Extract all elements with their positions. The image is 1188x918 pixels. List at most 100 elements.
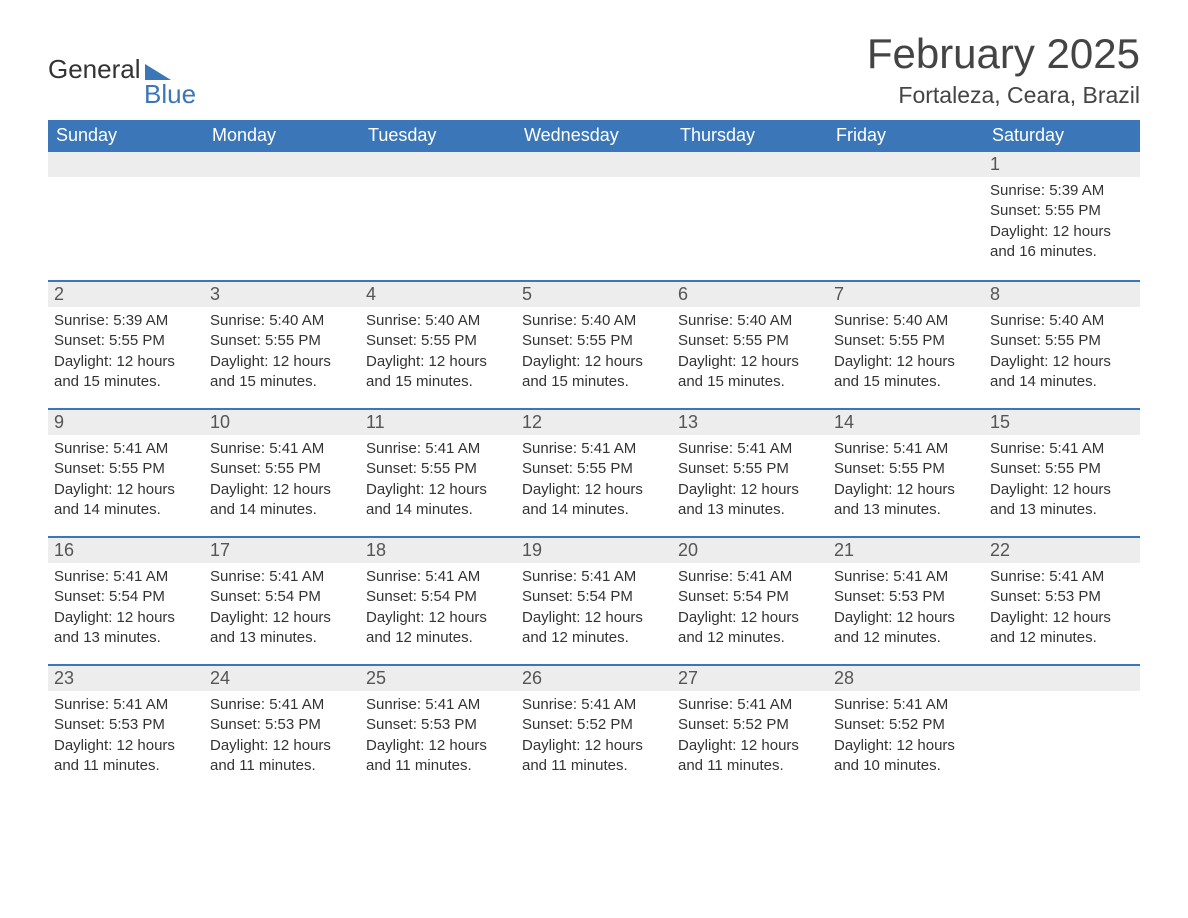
sunset-line: Sunset: 5:53 PM	[210, 715, 354, 735]
day-details: Sunrise: 5:41 AMSunset: 5:52 PMDaylight:…	[828, 691, 984, 782]
calendar-week: 1 Sunrise: 5:39 AMSunset: 5:55 PMDaylight…	[48, 152, 1140, 280]
calendar-cell: 2Sunrise: 5:39 AMSunset: 5:55 PMDaylight…	[48, 280, 204, 408]
day-number: 5	[516, 280, 672, 307]
sunrise-line: Sunrise: 5:41 AM	[210, 695, 354, 715]
daylight-line: Daylight: 12 hours and 15 minutes.	[834, 352, 978, 393]
day-details: Sunrise: 5:41 AMSunset: 5:53 PMDaylight:…	[828, 563, 984, 654]
day-number: 27	[672, 664, 828, 691]
sunset-line: Sunset: 5:55 PM	[210, 459, 354, 479]
calendar-cell: 18Sunrise: 5:41 AMSunset: 5:54 PMDayligh…	[360, 536, 516, 664]
sunset-line: Sunset: 5:55 PM	[834, 459, 978, 479]
day-number: 8	[984, 280, 1140, 307]
sunrise-line: Sunrise: 5:40 AM	[210, 311, 354, 331]
sunrise-line: Sunrise: 5:41 AM	[522, 567, 666, 587]
sunset-line: Sunset: 5:53 PM	[834, 587, 978, 607]
day-details: Sunrise: 5:41 AMSunset: 5:55 PMDaylight:…	[48, 435, 204, 526]
daylight-line: Daylight: 12 hours and 13 minutes.	[210, 608, 354, 649]
daylight-line: Daylight: 12 hours and 11 minutes.	[522, 736, 666, 777]
sunrise-line: Sunrise: 5:41 AM	[522, 439, 666, 459]
calendar-cell: 20Sunrise: 5:41 AMSunset: 5:54 PMDayligh…	[672, 536, 828, 664]
daylight-line: Daylight: 12 hours and 15 minutes.	[678, 352, 822, 393]
sunset-line: Sunset: 5:53 PM	[990, 587, 1134, 607]
calendar-cell: 23Sunrise: 5:41 AMSunset: 5:53 PMDayligh…	[48, 664, 204, 792]
sunset-line: Sunset: 5:55 PM	[990, 201, 1134, 221]
calendar-cell	[516, 152, 672, 280]
day-number: 18	[360, 536, 516, 563]
sunset-line: Sunset: 5:55 PM	[54, 331, 198, 351]
sunset-line: Sunset: 5:55 PM	[366, 331, 510, 351]
calendar-cell	[204, 152, 360, 280]
sunset-line: Sunset: 5:53 PM	[366, 715, 510, 735]
calendar-table: Sunday Monday Tuesday Wednesday Thursday…	[48, 120, 1140, 792]
sunset-line: Sunset: 5:54 PM	[54, 587, 198, 607]
sunrise-line: Sunrise: 5:39 AM	[54, 311, 198, 331]
day-number: 10	[204, 408, 360, 435]
day-number	[204, 152, 360, 177]
day-number	[984, 664, 1140, 691]
day-details: Sunrise: 5:40 AMSunset: 5:55 PMDaylight:…	[672, 307, 828, 398]
day-details: Sunrise: 5:41 AMSunset: 5:54 PMDaylight:…	[672, 563, 828, 654]
day-details: Sunrise: 5:39 AMSunset: 5:55 PMDaylight:…	[48, 307, 204, 398]
calendar-cell: 19 Sunrise: 5:41 AMSunset: 5:54 PMDayligh…	[516, 536, 672, 664]
sunset-line: Sunset: 5:55 PM	[834, 331, 978, 351]
day-number: 24	[204, 664, 360, 691]
day-details: Sunrise: 5:41 AMSunset: 5:55 PMDaylight:…	[360, 435, 516, 526]
title-block: February 2025 Fortaleza, Ceara, Brazil	[867, 30, 1140, 109]
calendar-week: 9Sunrise: 5:41 AMSunset: 5:55 PMDaylight…	[48, 408, 1140, 536]
day-details: Sunrise: 5:40 AMSunset: 5:55 PMDaylight:…	[360, 307, 516, 398]
logo-word-2: Blue	[144, 79, 196, 110]
sunrise-line: Sunrise: 5:41 AM	[366, 439, 510, 459]
daylight-line: Daylight: 12 hours and 14 minutes.	[522, 480, 666, 521]
sunrise-line: Sunrise: 5:41 AM	[678, 695, 822, 715]
col-thursday: Thursday	[672, 120, 828, 152]
sunrise-line: Sunrise: 5:41 AM	[834, 695, 978, 715]
day-number	[828, 152, 984, 177]
sunrise-line: Sunrise: 5:41 AM	[522, 695, 666, 715]
day-number: 20	[672, 536, 828, 563]
day-number: 16	[48, 536, 204, 563]
day-details: Sunrise: 5:41 AMSunset: 5:55 PMDaylight:…	[204, 435, 360, 526]
col-wednesday: Wednesday	[516, 120, 672, 152]
calendar-cell: 25Sunrise: 5:41 AMSunset: 5:53 PMDayligh…	[360, 664, 516, 792]
day-number: 6	[672, 280, 828, 307]
daylight-line: Daylight: 12 hours and 16 minutes.	[990, 222, 1134, 263]
location-subtitle: Fortaleza, Ceara, Brazil	[867, 82, 1140, 109]
daylight-line: Daylight: 12 hours and 14 minutes.	[54, 480, 198, 521]
day-details: Sunrise: 5:40 AMSunset: 5:55 PMDaylight:…	[828, 307, 984, 398]
calendar-cell: 17Sunrise: 5:41 AMSunset: 5:54 PMDayligh…	[204, 536, 360, 664]
daylight-line: Daylight: 12 hours and 12 minutes.	[990, 608, 1134, 649]
sunrise-line: Sunrise: 5:39 AM	[990, 181, 1134, 201]
day-number: 19	[516, 536, 672, 563]
day-details: Sunrise: 5:41 AMSunset: 5:55 PMDaylight:…	[828, 435, 984, 526]
page-title: February 2025	[867, 30, 1140, 78]
day-details: Sunrise: 5:41 AMSunset: 5:53 PMDaylight:…	[984, 563, 1140, 654]
calendar-cell: 4Sunrise: 5:40 AMSunset: 5:55 PMDaylight…	[360, 280, 516, 408]
sunrise-line: Sunrise: 5:41 AM	[54, 439, 198, 459]
daylight-line: Daylight: 12 hours and 12 minutes.	[522, 608, 666, 649]
sunset-line: Sunset: 5:55 PM	[522, 459, 666, 479]
calendar-cell	[48, 152, 204, 280]
daylight-line: Daylight: 12 hours and 11 minutes.	[678, 736, 822, 777]
logo: General Blue	[48, 54, 196, 110]
calendar-cell	[672, 152, 828, 280]
day-number: 23	[48, 664, 204, 691]
sunrise-line: Sunrise: 5:41 AM	[834, 567, 978, 587]
day-number: 21	[828, 536, 984, 563]
sunset-line: Sunset: 5:55 PM	[990, 331, 1134, 351]
day-details: Sunrise: 5:41 AMSunset: 5:52 PMDaylight:…	[516, 691, 672, 782]
calendar-cell: 28Sunrise: 5:41 AMSunset: 5:52 PMDayligh…	[828, 664, 984, 792]
daylight-line: Daylight: 12 hours and 11 minutes.	[54, 736, 198, 777]
daylight-line: Daylight: 12 hours and 14 minutes.	[990, 352, 1134, 393]
sunrise-line: Sunrise: 5:40 AM	[990, 311, 1134, 331]
calendar-cell: 13Sunrise: 5:41 AMSunset: 5:55 PMDayligh…	[672, 408, 828, 536]
day-details: Sunrise: 5:41 AMSunset: 5:54 PMDaylight:…	[48, 563, 204, 654]
day-details: Sunrise: 5:41 AMSunset: 5:55 PMDaylight:…	[672, 435, 828, 526]
calendar-cell: 12Sunrise: 5:41 AMSunset: 5:55 PMDayligh…	[516, 408, 672, 536]
day-number: 15	[984, 408, 1140, 435]
sunset-line: Sunset: 5:54 PM	[522, 587, 666, 607]
day-number: 1	[984, 152, 1140, 177]
calendar-cell: 7Sunrise: 5:40 AMSunset: 5:55 PMDaylight…	[828, 280, 984, 408]
calendar-cell	[360, 152, 516, 280]
day-details: Sunrise: 5:41 AMSunset: 5:55 PMDaylight:…	[516, 435, 672, 526]
col-sunday: Sunday	[48, 120, 204, 152]
